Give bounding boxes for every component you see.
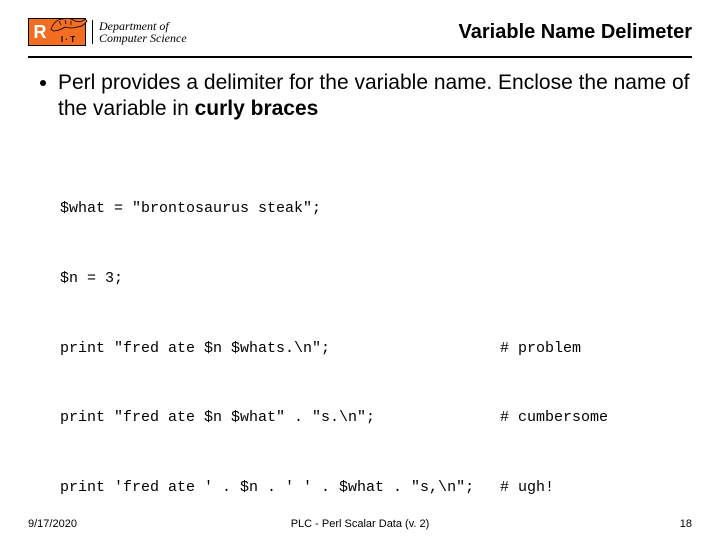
footer-page: 18: [680, 518, 692, 530]
code-line-2: $n = 3;: [60, 267, 690, 290]
bullet-text: Perl provides a delimiter for the variab…: [58, 70, 690, 123]
footer: 9/17/2020 PLC - Perl Scalar Data (v. 2) …: [28, 518, 692, 530]
code-line-4: print "fred ate $n $what" . "s.\n"; # cu…: [60, 406, 690, 429]
logo-tiger-box: I · T: [51, 19, 85, 45]
bullet-text-bold: curly braces: [195, 97, 319, 120]
code-l2: $n = 3;: [60, 267, 500, 290]
code-line-5: print 'fred ate ' . $n . ' ' . $what . "…: [60, 476, 690, 499]
rit-box: R I · T: [28, 18, 86, 46]
slide: R I · T Department of Computer Science V…: [0, 0, 720, 540]
code-l1: $what = "brontosaurus steak";: [60, 197, 500, 220]
tiger-icon: [49, 13, 89, 35]
bullet-item: Perl provides a delimiter for the variab…: [40, 70, 690, 123]
code-l3-right: # problem: [500, 337, 581, 360]
code-l4-left: print "fred ate $n $what" . "s.\n";: [60, 406, 500, 429]
logo-it: I · T: [61, 36, 75, 45]
bullet-text-before: Perl provides a delimiter for the variab…: [58, 71, 690, 120]
code-line-1: $what = "brontosaurus steak";: [60, 197, 690, 220]
logo-block: R I · T Department of Computer Science: [28, 18, 187, 46]
slide-body: Perl provides a delimiter for the variab…: [40, 70, 690, 540]
code-l4-right: # cumbersome: [500, 406, 608, 429]
footer-date: 9/17/2020: [28, 518, 77, 530]
slide-title: Variable Name Delimeter: [459, 21, 692, 44]
logo-r: R: [29, 19, 51, 45]
header: R I · T Department of Computer Science V…: [28, 8, 692, 58]
department-label: Department of Computer Science: [92, 20, 187, 44]
code-line-3: print "fred ate $n $whats.\n"; # problem: [60, 337, 690, 360]
rit-logo: R I · T: [28, 18, 86, 46]
code-l5-right: # ugh!: [500, 476, 554, 499]
footer-center: PLC - Perl Scalar Data (v. 2): [291, 518, 430, 530]
dept-line2: Computer Science: [99, 32, 187, 44]
code-l3-left: print "fred ate $n $whats.\n";: [60, 337, 500, 360]
code-block: $what = "brontosaurus steak"; $n = 3; pr…: [60, 151, 690, 540]
bullet-dot-icon: [40, 80, 46, 86]
code-l5-left: print 'fred ate ' . $n . ' ' . $what . "…: [60, 476, 500, 499]
